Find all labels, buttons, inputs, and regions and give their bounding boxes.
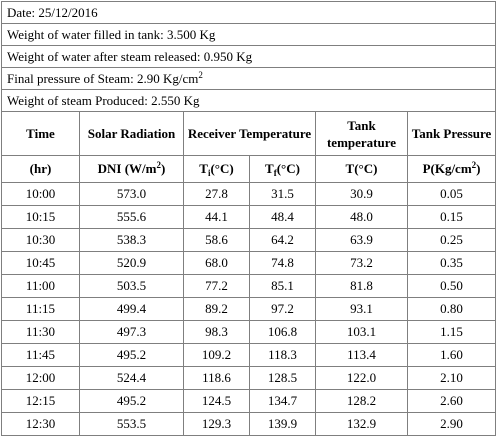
p-cell: 2.90 xyxy=(406,412,496,436)
dni-cell: 495.2 xyxy=(79,343,184,367)
table-row: 10:30 538.3 58.6 64.2 63.9 0.25 xyxy=(1,228,496,252)
table-row: 12:15 495.2 124.5 134.7 128.2 2.60 xyxy=(1,389,496,413)
dni-cell: 503.5 xyxy=(79,274,184,298)
ti-cell: 58.6 xyxy=(183,228,250,252)
unit-p: P(Kg/cm2) xyxy=(406,155,496,183)
time-cell: 12:30 xyxy=(1,412,80,436)
header-tank-pressure: Tank Pressure xyxy=(406,111,496,156)
time-cell: 12:15 xyxy=(1,389,80,413)
experiment-table: Date: 25/12/2016 Weight of water filled … xyxy=(0,1,496,436)
t-cell: 81.8 xyxy=(315,274,408,298)
p-cell: 0.05 xyxy=(406,182,496,206)
dni-cell: 497.3 xyxy=(79,320,184,344)
header-tank-temperature: Tank temperature xyxy=(315,111,408,156)
p-cell: 1.60 xyxy=(406,343,496,367)
ti-cell: 89.2 xyxy=(183,297,250,321)
t-cell: 73.2 xyxy=(315,251,408,275)
time-cell: 11:30 xyxy=(1,320,80,344)
ti-cell: 44.1 xyxy=(183,205,250,229)
t-cell: 113.4 xyxy=(315,343,408,367)
dni-cell: 553.5 xyxy=(79,412,184,436)
ti-cell: 124.5 xyxy=(183,389,250,413)
p-cell: 2.60 xyxy=(406,389,496,413)
tf-cell: 74.8 xyxy=(249,251,316,275)
unit-tf: Tf(°C) xyxy=(249,155,316,183)
time-cell: 10:30 xyxy=(1,228,80,252)
time-cell: 11:00 xyxy=(1,274,80,298)
tf-cell: 139.9 xyxy=(249,412,316,436)
time-cell: 10:45 xyxy=(1,251,80,275)
table-row: 10:15 555.6 44.1 48.4 48.0 0.15 xyxy=(1,205,496,229)
p-cell: 1.15 xyxy=(406,320,496,344)
tf-cell: 97.2 xyxy=(249,297,316,321)
ti-cell: 27.8 xyxy=(183,182,250,206)
p-cell: 0.50 xyxy=(406,274,496,298)
tf-cell: 85.1 xyxy=(249,274,316,298)
ti-cell: 77.2 xyxy=(183,274,250,298)
date-line: Date: 25/12/2016 xyxy=(0,1,496,24)
dni-cell: 555.6 xyxy=(79,205,184,229)
p-cell: 0.35 xyxy=(406,251,496,275)
time-cell: 10:00 xyxy=(1,182,80,206)
t-cell: 48.0 xyxy=(315,205,408,229)
tf-cell: 31.5 xyxy=(249,182,316,206)
t-cell: 93.1 xyxy=(315,297,408,321)
tf-cell: 128.5 xyxy=(249,366,316,390)
tf-cell: 134.7 xyxy=(249,389,316,413)
ti-cell: 68.0 xyxy=(183,251,250,275)
steam-produced-line: Weight of steam Produced: 2.550 Kg xyxy=(0,89,496,112)
table-row: 10:45 520.9 68.0 74.8 73.2 0.35 xyxy=(1,251,496,275)
header-solar-radiation: Solar Radiation xyxy=(79,111,184,156)
table-row: 10:00 573.0 27.8 31.5 30.9 0.05 xyxy=(1,182,496,206)
dni-cell: 495.2 xyxy=(79,389,184,413)
water-after-line: Weight of water after steam released: 0.… xyxy=(0,45,496,68)
water-filled-line: Weight of water filled in tank: 3.500 Kg xyxy=(0,23,496,46)
table-row: 11:45 495.2 109.2 118.3 113.4 1.60 xyxy=(1,343,496,367)
tf-cell: 118.3 xyxy=(249,343,316,367)
t-cell: 132.9 xyxy=(315,412,408,436)
t-cell: 122.0 xyxy=(315,366,408,390)
time-cell: 10:15 xyxy=(1,205,80,229)
t-cell: 30.9 xyxy=(315,182,408,206)
unit-time: (hr) xyxy=(1,155,80,183)
final-pressure-line: Final pressure of Steam: 2.90 Kg/cm2 xyxy=(0,67,496,90)
header-time: Time xyxy=(1,111,80,156)
unit-dni: DNI (W/m2) xyxy=(79,155,184,183)
p-cell: 0.25 xyxy=(406,228,496,252)
ti-cell: 109.2 xyxy=(183,343,250,367)
t-cell: 63.9 xyxy=(315,228,408,252)
p-cell: 2.10 xyxy=(406,366,496,390)
table-row: 11:15 499.4 89.2 97.2 93.1 0.80 xyxy=(1,297,496,321)
ti-cell: 98.3 xyxy=(183,320,250,344)
dni-cell: 520.9 xyxy=(79,251,184,275)
t-cell: 128.2 xyxy=(315,389,408,413)
table-row: 11:30 497.3 98.3 106.8 103.1 1.15 xyxy=(1,320,496,344)
dni-cell: 573.0 xyxy=(79,182,184,206)
tf-cell: 106.8 xyxy=(249,320,316,344)
p-cell: 0.15 xyxy=(406,205,496,229)
dni-cell: 538.3 xyxy=(79,228,184,252)
time-cell: 12:00 xyxy=(1,366,80,390)
data-rows: 10:00 573.0 27.8 31.5 30.9 0.05 10:15 555.6 44.1… xyxy=(1,182,496,436)
tf-cell: 48.4 xyxy=(249,205,316,229)
t-cell: 103.1 xyxy=(315,320,408,344)
unit-t: T(°C) xyxy=(315,155,408,183)
dni-cell: 524.4 xyxy=(79,366,184,390)
unit-ti: Ti(°C) xyxy=(183,155,250,183)
header-receiver-temperature: Receiver Temperature xyxy=(183,111,316,156)
tf-cell: 64.2 xyxy=(249,228,316,252)
ti-cell: 118.6 xyxy=(183,366,250,390)
ti-cell: 129.3 xyxy=(183,412,250,436)
table-row: 12:30 553.5 129.3 139.9 132.9 2.90 xyxy=(1,412,496,436)
dni-cell: 499.4 xyxy=(79,297,184,321)
time-cell: 11:15 xyxy=(1,297,80,321)
p-cell: 0.80 xyxy=(406,297,496,321)
time-cell: 11:45 xyxy=(1,343,80,367)
table-row: 12:00 524.4 118.6 128.5 122.0 2.10 xyxy=(1,366,496,390)
table-row: 11:00 503.5 77.2 85.1 81.8 0.50 xyxy=(1,274,496,298)
